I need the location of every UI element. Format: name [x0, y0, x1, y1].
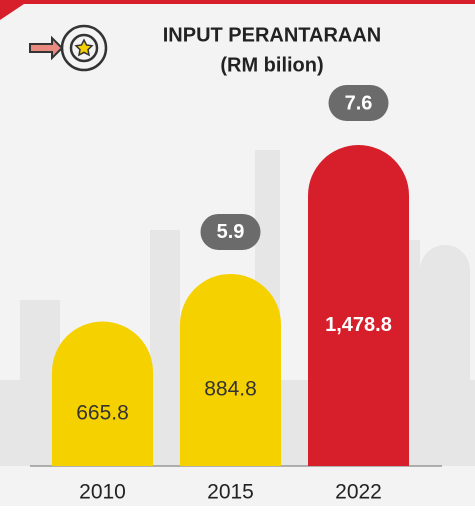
icon: [29, 24, 108, 72]
value-label: 1,478.8: [325, 314, 392, 336]
growth-label: 7.6: [345, 92, 373, 114]
growth-badge: [328, 85, 389, 121]
bar: [308, 145, 409, 467]
bar: [52, 321, 153, 466]
bar: [180, 273, 281, 466]
x-tick-label: 2022: [335, 481, 382, 504]
corner-triangle: [0, 0, 30, 20]
x-tick-label: 2010: [79, 481, 126, 504]
top-border: [0, 0, 475, 4]
growth-label: 5.9: [217, 221, 245, 243]
chart-subtitle: (RM bilion): [220, 54, 323, 76]
value-label: 884.8: [204, 378, 257, 401]
growth-badge: [200, 213, 261, 250]
value-label: 665.8: [76, 401, 129, 424]
x-tick-label: 2015: [207, 481, 254, 504]
chart-title: INPUT PERANTARAAN: [163, 24, 382, 46]
